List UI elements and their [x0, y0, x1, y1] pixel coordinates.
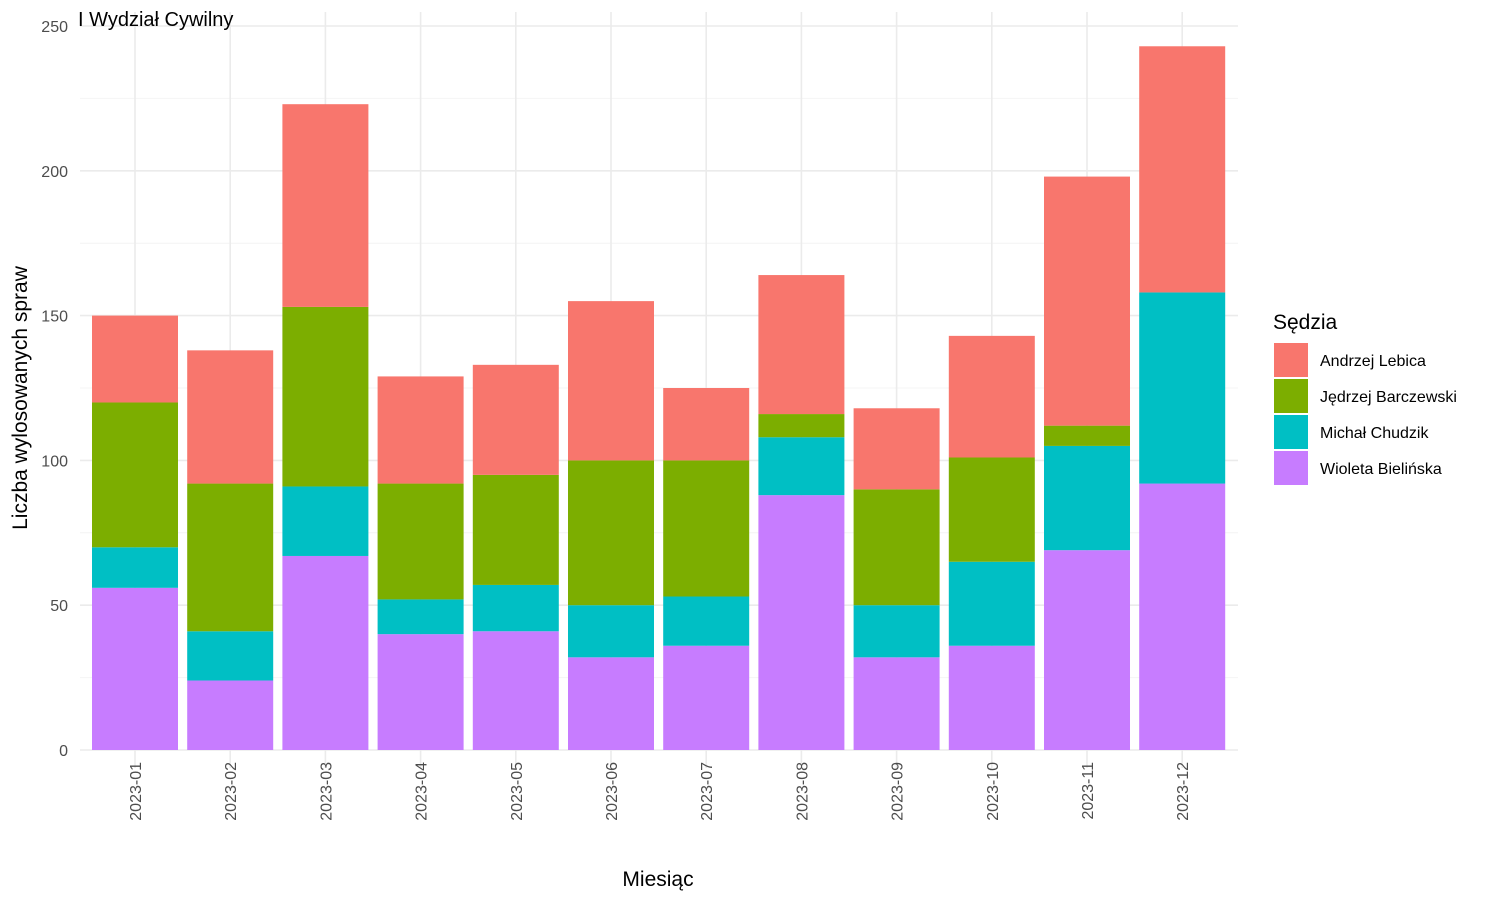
bar-segment [1044, 425, 1130, 446]
x-tick-label: 2023-09 [890, 762, 907, 821]
bar-segment [758, 495, 845, 750]
bar-segment [568, 301, 654, 461]
legend: Sędzia Andrzej Lebica Jędrzej Barczewski M… [1273, 311, 1457, 485]
bar-segment [187, 350, 274, 484]
bar-segment [758, 437, 845, 496]
x-tick-label: 2023-10 [985, 762, 1002, 821]
bar-segment [377, 376, 464, 484]
bar-segment [187, 483, 274, 632]
legend-label: Wioleta Bielińska [1320, 461, 1442, 478]
x-tick-label: 2023-01 [128, 762, 145, 821]
bar-segment [282, 555, 369, 750]
y-tick-label: 150 [41, 309, 68, 326]
bar-segment [377, 483, 464, 600]
bar-segment [282, 306, 369, 487]
bar-segment [853, 489, 940, 606]
y-tick-label: 0 [59, 743, 68, 760]
bar-segment [758, 414, 845, 438]
bar-segment [663, 596, 750, 646]
y-tick-label: 250 [41, 19, 68, 36]
bar-segment [377, 634, 464, 750]
bar-segment [1139, 46, 1226, 293]
x-tick-label: 2023-08 [794, 762, 811, 821]
bar-segment [853, 408, 940, 490]
bar-segment [568, 605, 654, 658]
bar-segment [92, 315, 178, 403]
bar-segment [948, 335, 1035, 458]
bar-segment [187, 631, 274, 681]
x-tick-label: 2023-12 [1175, 762, 1192, 821]
bar-segment [1139, 292, 1226, 484]
bars [92, 46, 1226, 750]
legend-swatch [1274, 343, 1308, 377]
bar-segment [663, 460, 750, 597]
bar-segment [853, 657, 940, 750]
y-tick-label: 100 [41, 453, 68, 470]
legend-swatch [1274, 415, 1308, 449]
legend-items: Andrzej Lebica Jędrzej Barczewski Michał C… [1274, 343, 1457, 485]
bar-segment [948, 645, 1035, 750]
bar-segment [282, 486, 369, 556]
x-axis-title: Miesiąc [622, 868, 693, 891]
y-tick-label: 200 [41, 164, 68, 181]
bar-segment [853, 605, 940, 658]
bar-segment [282, 104, 369, 307]
chart-title: I Wydział Cywilny [78, 9, 233, 31]
bar-segment [92, 402, 178, 548]
bar-segment [948, 457, 1035, 562]
bar-segment [377, 599, 464, 635]
bar-segment [472, 584, 559, 632]
legend-title: Sędzia [1273, 311, 1338, 334]
x-axis-ticks: 2023-01 2023-02 2023-03 2023-04 2023-05 2023-… [128, 762, 1192, 821]
x-tick-label: 2023-11 [1080, 762, 1097, 820]
x-tick-label: 2023-02 [223, 762, 240, 821]
bar-segment [92, 587, 178, 750]
bar-segment [92, 547, 178, 588]
bar-segment [187, 680, 274, 750]
bar-segment [1044, 445, 1130, 551]
bar-segment [472, 474, 559, 585]
x-tick-label: 2023-05 [509, 762, 526, 821]
bar-segment [663, 645, 750, 750]
legend-label: Jędrzej Barczewski [1320, 389, 1457, 406]
bar-segment [472, 631, 559, 750]
legend-swatch [1274, 451, 1308, 485]
y-tick-label: 50 [50, 598, 68, 615]
legend-swatch [1274, 379, 1308, 413]
legend-label: Michał Chudzik [1320, 425, 1429, 442]
bar-segment [1044, 550, 1130, 750]
bar-segment [1044, 176, 1130, 426]
y-axis-title: Liczba wylosowanych spraw [9, 265, 32, 530]
bar-segment [568, 657, 654, 750]
x-tick-label: 2023-03 [318, 762, 335, 821]
x-tick-label: 2023-04 [414, 762, 431, 821]
bar-segment [1139, 483, 1226, 750]
bar-segment [948, 561, 1035, 646]
x-tick-label: 2023-07 [699, 762, 716, 821]
legend-label: Andrzej Lebica [1320, 353, 1426, 370]
y-axis-ticks: 0 50 100 150 200 250 [41, 19, 68, 760]
bar-segment [568, 460, 654, 606]
bar-segment [758, 275, 845, 415]
bar-segment [472, 364, 559, 475]
x-tick-label: 2023-06 [604, 762, 621, 821]
bar-segment [663, 388, 750, 461]
